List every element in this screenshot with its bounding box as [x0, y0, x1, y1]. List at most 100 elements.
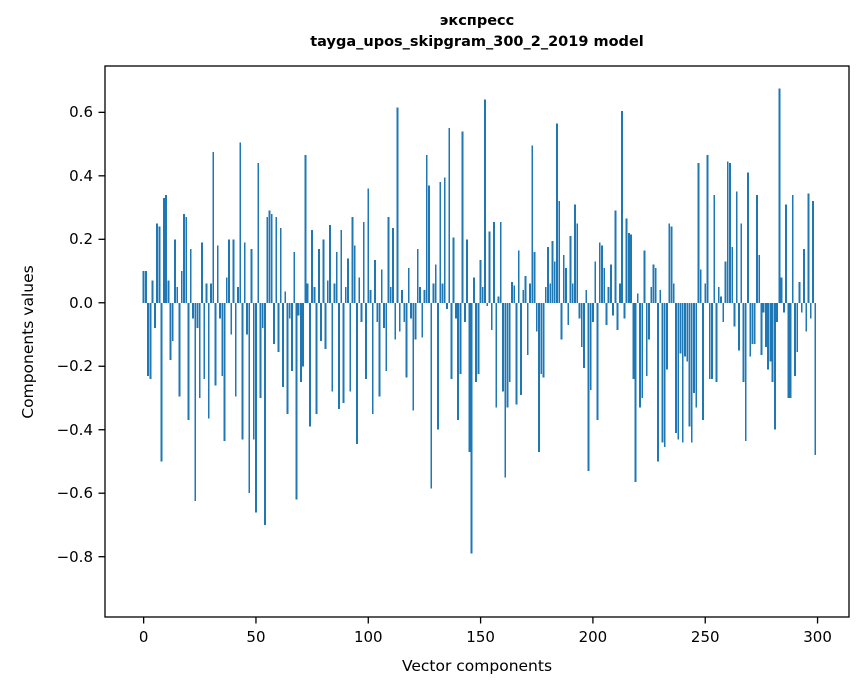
bar	[796, 302, 799, 352]
bar	[207, 302, 210, 419]
bar	[194, 302, 197, 502]
x-tick-label: 0	[138, 628, 149, 646]
bar	[697, 163, 700, 303]
y-tick-label: −0.6	[56, 484, 93, 503]
bar	[189, 248, 192, 303]
bar	[169, 302, 172, 360]
bar	[720, 296, 722, 303]
bar	[270, 213, 273, 303]
bar	[760, 302, 763, 356]
bar	[515, 302, 518, 405]
bar	[306, 283, 309, 303]
bar	[174, 239, 176, 303]
bar	[425, 155, 428, 303]
x-tick-label: 200	[578, 628, 608, 646]
bar	[192, 302, 194, 319]
bar	[578, 302, 581, 319]
bar	[342, 302, 345, 403]
bar	[504, 302, 507, 478]
bar	[605, 302, 608, 325]
plot-border	[104, 65, 850, 618]
bar	[535, 302, 538, 332]
bar	[259, 302, 262, 398]
bar	[596, 302, 599, 421]
bar	[461, 131, 464, 303]
bar	[273, 302, 275, 345]
bar	[176, 286, 179, 303]
bar	[369, 290, 372, 303]
bar	[603, 267, 606, 303]
bar	[302, 302, 305, 367]
bar	[735, 191, 738, 303]
bar	[156, 223, 159, 303]
bar	[344, 286, 347, 303]
bar	[708, 302, 711, 379]
bar	[639, 302, 641, 408]
bar	[661, 302, 664, 443]
bar	[627, 232, 630, 303]
bar	[713, 194, 716, 303]
bar	[187, 302, 190, 421]
bar	[338, 302, 340, 410]
bar	[430, 302, 433, 489]
bar	[389, 286, 392, 303]
bar	[405, 302, 408, 378]
y-tick-label: −0.8	[56, 547, 93, 566]
bar	[459, 302, 462, 375]
bar	[803, 248, 805, 303]
bar	[785, 204, 787, 303]
bar	[326, 280, 329, 303]
bar	[533, 251, 536, 303]
bar	[484, 99, 486, 303]
bar	[508, 302, 511, 383]
bar	[223, 302, 226, 441]
bar	[800, 302, 803, 313]
bar	[612, 302, 615, 316]
bar	[392, 228, 394, 303]
bar	[576, 223, 579, 303]
x-axis-label: Vector components	[401, 657, 553, 675]
bar	[434, 264, 437, 303]
bar	[421, 302, 424, 338]
bar	[520, 302, 522, 395]
bar	[551, 240, 554, 303]
bar	[814, 302, 817, 456]
bar	[798, 282, 801, 303]
bar	[396, 107, 399, 303]
bar	[446, 302, 448, 310]
bar	[353, 245, 356, 303]
bar	[560, 302, 563, 340]
bar	[360, 302, 363, 322]
bar	[751, 302, 754, 345]
bar	[378, 302, 381, 397]
bar	[589, 302, 592, 391]
bar	[167, 280, 170, 303]
bar	[749, 302, 752, 357]
bar	[488, 231, 491, 303]
bar	[183, 213, 185, 303]
bar	[526, 302, 529, 356]
bar	[279, 228, 282, 303]
bar	[565, 267, 567, 303]
x-tick-label: 100	[353, 628, 383, 646]
y-tick-label: 0.2	[69, 230, 93, 249]
bar	[331, 302, 334, 392]
bar	[149, 302, 152, 379]
bar	[558, 201, 561, 303]
bar	[580, 302, 583, 348]
bar	[284, 291, 287, 303]
bar	[771, 302, 774, 383]
y-tick-label: −0.2	[56, 357, 93, 376]
bar	[311, 229, 314, 303]
bar	[499, 221, 502, 303]
bar	[376, 302, 379, 322]
bar	[621, 110, 624, 303]
bar	[805, 302, 808, 332]
bar	[598, 242, 601, 303]
bar	[228, 239, 230, 303]
bar	[583, 302, 585, 368]
bar	[203, 302, 206, 379]
bar	[549, 283, 552, 303]
